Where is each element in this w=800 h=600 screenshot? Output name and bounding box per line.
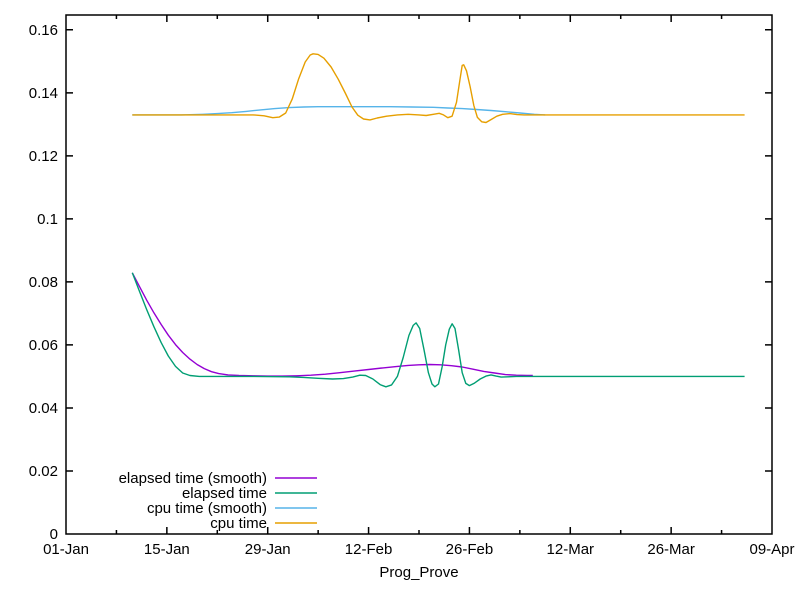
y-tick-label: 0.02 xyxy=(29,463,58,480)
series-line-elapsed-time-smooth- xyxy=(131,272,533,377)
legend-label: elapsed time xyxy=(182,485,267,502)
axes-frame xyxy=(65,14,773,535)
x-tick-label: 26-Mar xyxy=(647,541,695,558)
series-line-cpu-time xyxy=(132,53,745,124)
x-axis-label: Prog_Prove xyxy=(379,564,458,581)
y-tick-label: 0.16 xyxy=(29,22,58,39)
x-tick-label: 12-Mar xyxy=(547,541,595,558)
y-tick-label: 0.14 xyxy=(29,85,58,102)
y-tick-label: 0.08 xyxy=(29,274,58,291)
x-tick-label: 09-Apr xyxy=(749,541,794,558)
x-tick-label: 15-Jan xyxy=(144,541,190,558)
y-tick-label: 0.06 xyxy=(29,337,58,354)
legend-label: cpu time xyxy=(210,515,267,532)
x-tick-label: 12-Feb xyxy=(345,541,393,558)
y-tick-label: 0.1 xyxy=(37,211,58,228)
x-tick-label: 29-Jan xyxy=(245,541,291,558)
y-tick-label: 0.12 xyxy=(29,148,58,165)
legend-label: elapsed time (smooth) xyxy=(119,470,267,487)
legend-label: cpu time (smooth) xyxy=(147,500,267,517)
series-line-cpu-time-smooth- xyxy=(132,105,546,116)
x-tick-label: 26-Feb xyxy=(446,541,494,558)
y-tick-label: 0.04 xyxy=(29,400,58,417)
x-tick-label: 01-Jan xyxy=(43,541,89,558)
series-line-elapsed-time xyxy=(131,272,745,388)
y-tick-label: 0 xyxy=(50,526,58,543)
